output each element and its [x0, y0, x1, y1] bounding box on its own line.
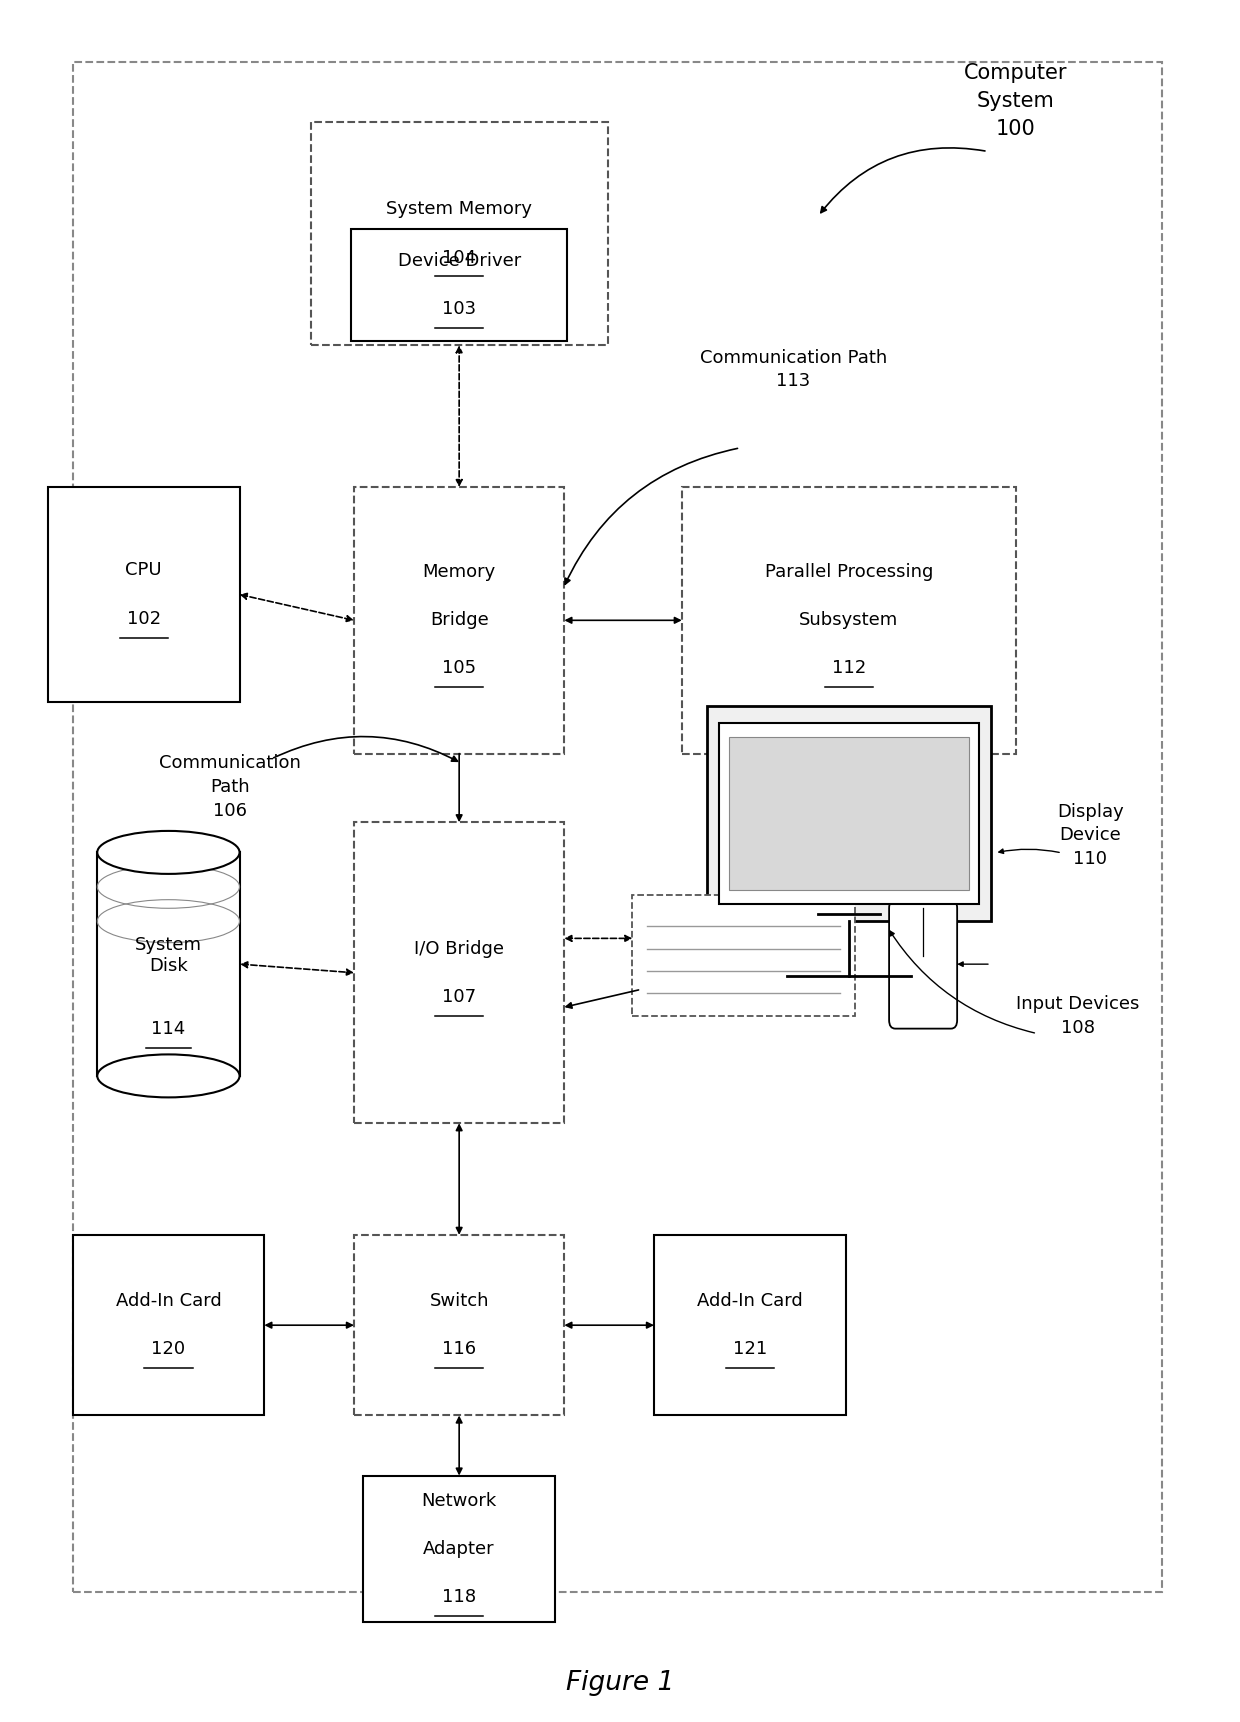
- Bar: [311, 122, 608, 344]
- Text: Display
Device
110: Display Device 110: [1056, 802, 1123, 868]
- Text: Switch: Switch: [429, 1292, 489, 1310]
- Text: Device Driver: Device Driver: [398, 251, 521, 270]
- Text: 121: 121: [733, 1340, 768, 1359]
- Text: Add-In Card: Add-In Card: [115, 1292, 221, 1310]
- Text: 105: 105: [443, 660, 476, 677]
- Text: Input Devices
108: Input Devices 108: [1016, 995, 1140, 1037]
- Bar: [73, 62, 1162, 1591]
- Text: Parallel Processing: Parallel Processing: [765, 563, 932, 580]
- FancyBboxPatch shape: [889, 899, 957, 1028]
- Bar: [719, 723, 978, 904]
- Bar: [729, 737, 968, 890]
- Ellipse shape: [97, 832, 239, 873]
- Text: Memory: Memory: [423, 563, 496, 580]
- Bar: [72, 1235, 264, 1415]
- Text: 104: 104: [443, 248, 476, 267]
- Bar: [653, 1235, 846, 1415]
- Bar: [353, 487, 564, 754]
- Bar: [632, 895, 856, 1016]
- Text: I/O Bridge: I/O Bridge: [414, 940, 505, 957]
- Text: System
Disk: System Disk: [135, 937, 202, 975]
- Text: System Memory: System Memory: [386, 200, 532, 219]
- Text: 103: 103: [443, 300, 476, 319]
- Text: 118: 118: [443, 1588, 476, 1607]
- Text: CPU: CPU: [125, 561, 162, 579]
- Text: 102: 102: [126, 610, 161, 627]
- Text: Communication Path
113: Communication Path 113: [699, 348, 887, 391]
- Text: Subsystem: Subsystem: [800, 611, 899, 629]
- Bar: [707, 706, 991, 921]
- Bar: [351, 229, 568, 341]
- Bar: [682, 487, 1016, 754]
- Text: Figure 1: Figure 1: [565, 1670, 675, 1696]
- Text: Bridge: Bridge: [430, 611, 489, 629]
- Bar: [48, 487, 239, 703]
- Text: Adapter: Adapter: [423, 1539, 495, 1558]
- Text: Computer
System
100: Computer System 100: [965, 64, 1068, 139]
- Text: Communication
Path
106: Communication Path 106: [159, 754, 301, 820]
- Bar: [353, 1235, 564, 1415]
- Text: Network: Network: [422, 1491, 497, 1510]
- Bar: [363, 1476, 556, 1622]
- Ellipse shape: [97, 1054, 239, 1097]
- Text: Add-In Card: Add-In Card: [697, 1292, 802, 1310]
- Text: 114: 114: [151, 1021, 186, 1038]
- Bar: [353, 823, 564, 1123]
- Text: 120: 120: [151, 1340, 186, 1359]
- Text: 112: 112: [832, 660, 866, 677]
- Text: 107: 107: [443, 988, 476, 1006]
- Text: 116: 116: [443, 1340, 476, 1359]
